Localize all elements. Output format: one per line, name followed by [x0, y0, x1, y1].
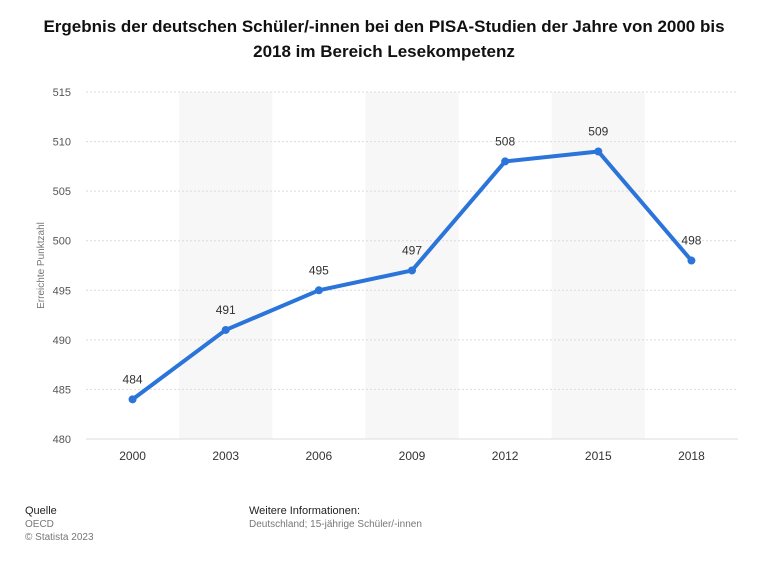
data-label: 508	[495, 134, 515, 148]
y-tick-label: 495	[53, 285, 71, 297]
x-tick-label: 2012	[492, 449, 519, 463]
y-axis-label: Erreichte Punktzahl	[36, 222, 47, 309]
y-tick-label: 480	[53, 434, 71, 446]
background-bands	[179, 92, 645, 439]
info-heading: Weitere Informationen:	[249, 505, 361, 517]
y-tick-label: 505	[53, 186, 71, 198]
y-tick-label: 500	[53, 236, 71, 248]
background-band	[179, 92, 273, 439]
source-block: Quelle OECD © Statista 2023	[25, 505, 94, 544]
x-axis-ticks: 2000 2003 2006 2009 2012 2015 2018	[119, 449, 705, 463]
y-tick-label: 490	[53, 335, 71, 347]
data-label: 491	[216, 303, 236, 317]
data-label: 498	[681, 234, 701, 248]
data-point	[221, 325, 230, 334]
y-tick-label: 515	[53, 87, 71, 99]
background-band	[551, 92, 645, 439]
info-text: Deutschland; 15-jährige Schüler/-innen	[249, 519, 422, 530]
data-points	[128, 147, 696, 404]
y-tick-label: 485	[53, 384, 71, 396]
data-label: 484	[123, 372, 143, 386]
y-tick-label: 510	[53, 137, 71, 149]
info-block: Weitere Informationen: Deutschland; 15-j…	[249, 505, 422, 531]
x-tick-label: 2009	[399, 449, 426, 463]
x-tick-label: 2015	[585, 449, 612, 463]
data-point	[408, 266, 416, 275]
x-tick-label: 2006	[306, 449, 333, 463]
chart-title: Ergebnis der deutschen Schüler/-innen be…	[43, 17, 725, 61]
source-text: OECD	[25, 519, 54, 530]
source-heading: Quelle	[25, 505, 57, 517]
data-label: 497	[402, 243, 422, 257]
gridlines	[86, 91, 738, 440]
data-label: 495	[309, 263, 329, 277]
data-point	[314, 286, 323, 295]
x-tick-label: 2003	[212, 449, 239, 463]
x-tick-label: 2000	[119, 449, 146, 463]
copyright-text: © Statista 2023	[25, 532, 94, 543]
data-point	[594, 147, 603, 156]
data-point	[687, 256, 696, 265]
data-point	[128, 395, 137, 404]
y-axis-ticks: 480 485 490 495 500 505 510 515	[53, 87, 71, 446]
data-point	[501, 157, 510, 166]
x-tick-label: 2018	[678, 449, 705, 463]
data-label: 509	[588, 124, 608, 138]
data-labels: 484 491 495 497 508 509 498	[123, 124, 702, 386]
background-band	[365, 92, 459, 439]
